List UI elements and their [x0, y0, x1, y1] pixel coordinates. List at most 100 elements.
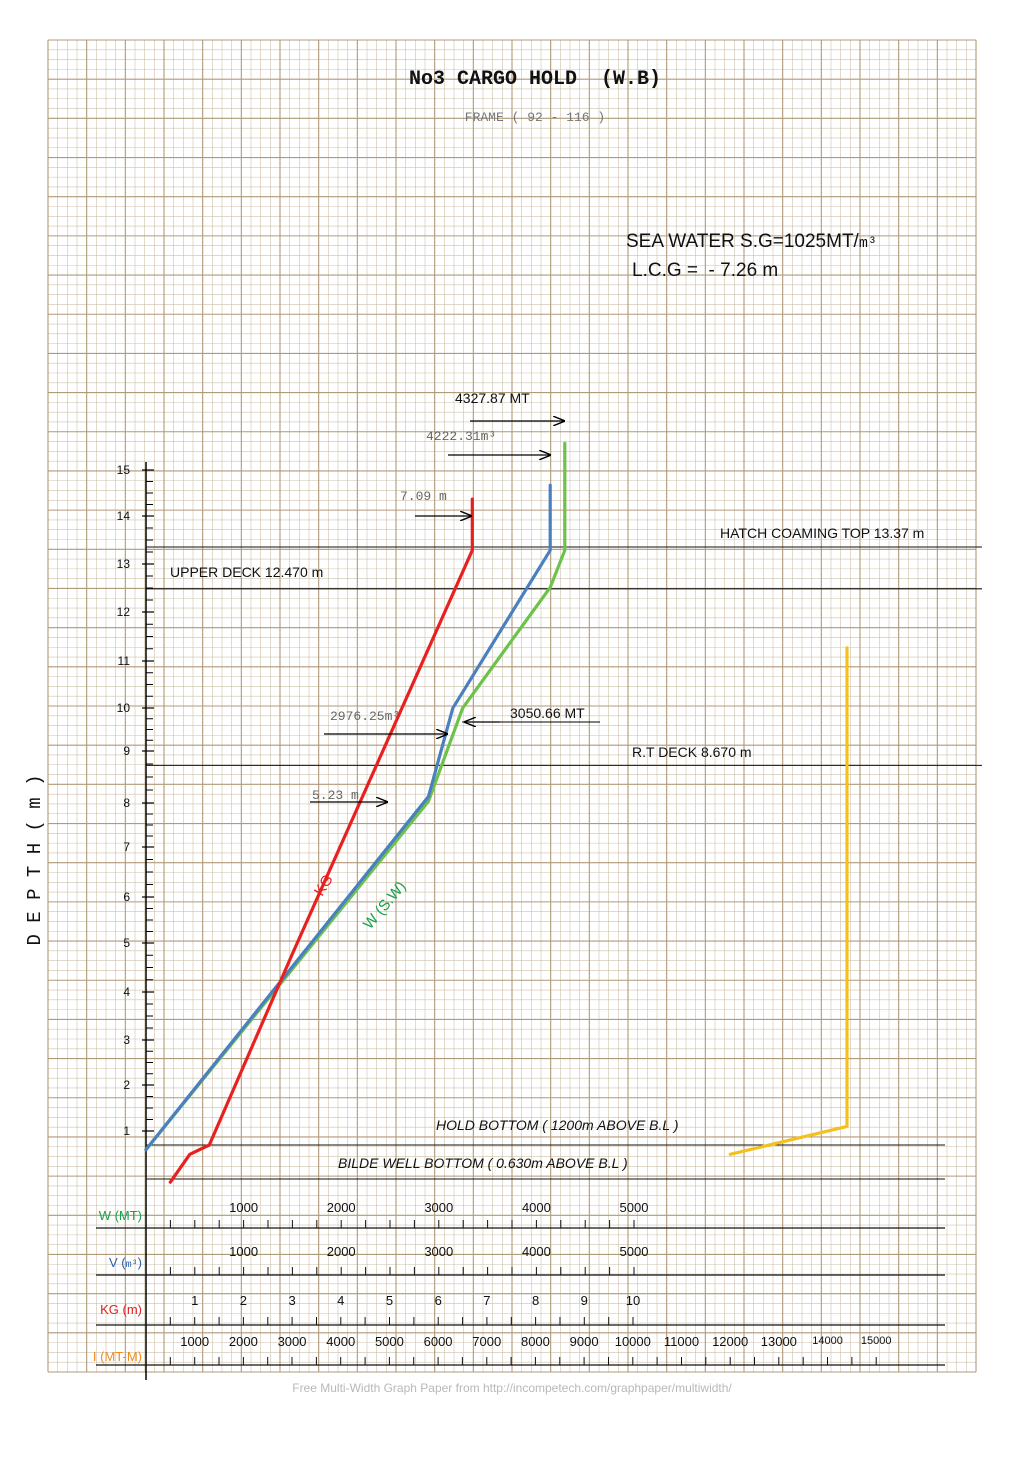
ref-line-2-label: R.T DECK 8.670 m — [632, 744, 752, 760]
scale-i-tick-13000: 13000 — [761, 1334, 797, 1349]
scale-i-tick-11000: 11000 — [664, 1334, 699, 1349]
scale-v-tick-4000: 4000 — [522, 1244, 551, 1259]
scale-w-label: W (MT) — [99, 1208, 142, 1223]
y-tick-label-9: 9 — [123, 744, 130, 758]
ref-line-1-label: UPPER DECK 12.470 m — [170, 564, 323, 580]
ref-line-0-label: HATCH COAMING TOP 13.37 m — [720, 525, 924, 541]
annotation-w-rt-text: 3050.66 MT — [510, 705, 585, 721]
scale-v-tick-2000: 2000 — [327, 1244, 356, 1259]
annotation-kg-max: 7.09 m — [400, 489, 471, 516]
scale-v-tick-3000: 3000 — [424, 1244, 453, 1259]
scale-v-label-close: ) — [138, 1255, 142, 1270]
y-tick-label-14: 14 — [117, 509, 131, 523]
scale-v-label-unit: m³ — [126, 1260, 138, 1271]
scale-kg-tick-9: 9 — [581, 1293, 588, 1308]
y-tick-label-10: 10 — [117, 701, 131, 715]
y-tick-label-2: 2 — [123, 1078, 130, 1092]
y-tick-label-7: 7 — [123, 840, 130, 854]
annotation-v-max: 4222.31m³ — [426, 429, 550, 455]
y-tick-label-13: 13 — [117, 557, 131, 571]
scale-i-tick-5000: 5000 — [375, 1334, 404, 1349]
series-line-i — [728, 646, 849, 1156]
scale-i-tick-6000: 6000 — [424, 1334, 453, 1349]
scale-w-tick-4000: 4000 — [522, 1200, 551, 1215]
chart-title: No3 CARGO HOLD (W.B) — [409, 68, 661, 91]
y-tick-label-12: 12 — [117, 605, 131, 619]
y-tick-label-8: 8 — [123, 796, 130, 810]
scale-rows: W (MT) 1000 2000 3000 4000 5000 V (m³) 1000 2000… — [93, 1200, 945, 1366]
scale-i-tick-2000: 2000 — [229, 1334, 258, 1349]
scale-w-tick-5000: 5000 — [620, 1200, 649, 1215]
series-line-v — [144, 483, 552, 1152]
scale-kg-label: KG (m) — [100, 1302, 142, 1317]
scale-i-tick-7000: 7000 — [472, 1334, 501, 1349]
scale-kg-ticks — [169, 1317, 634, 1325]
y-tick-label-15: 15 — [117, 463, 131, 477]
scale-i-label: I (MT-M) — [93, 1349, 142, 1364]
scale-kg-tick-8: 8 — [532, 1293, 539, 1308]
scale-kg-tick-2: 2 — [240, 1293, 247, 1308]
annotation-kg-max-text: 7.09 m — [400, 489, 447, 504]
series-lines — [144, 441, 849, 1184]
scale-w-tick-3000: 3000 — [424, 1200, 453, 1215]
scale-kg-tick-6: 6 — [435, 1293, 442, 1308]
scale-kg-label-text: KG (m) — [100, 1302, 142, 1317]
scale-i-tick-1000: 1000 — [180, 1334, 209, 1349]
scale-i-tick-14000: 14000 — [812, 1335, 843, 1347]
y-tick-label-5: 5 — [123, 936, 130, 950]
scale-v-tick-5000: 5000 — [620, 1244, 649, 1259]
annotation-w-max-text: 4327.87 MT — [455, 390, 530, 406]
scale-kg-tick-7: 7 — [483, 1293, 490, 1308]
scale-i-label-text: I (MT-M) — [93, 1349, 142, 1364]
scale-i-tick-8000: 8000 — [521, 1334, 550, 1349]
scale-i-tick-10000: 10000 — [615, 1334, 651, 1349]
scale-kg-tick-4: 4 — [337, 1293, 344, 1308]
y-tick-label-1: 1 — [123, 1124, 130, 1138]
y-tick-label-4: 4 — [123, 985, 130, 999]
series-line-kg — [168, 497, 474, 1184]
scale-kg-tick-3: 3 — [288, 1293, 295, 1308]
annotation-v-rt: 2976.25m³ — [324, 709, 447, 734]
graph-paper-grid — [47, 39, 977, 1373]
annotation-kg-rt: 5.23 m — [310, 788, 387, 803]
annotation-v-max-text: 4222.31m³ — [426, 429, 496, 444]
ref-line-3-label: HOLD BOTTOM ( 1200m ABOVE B.L ) — [436, 1117, 678, 1133]
scale-v-label-text: V ( — [109, 1255, 126, 1270]
scale-kg-tick-1: 1 — [191, 1293, 198, 1308]
scale-i-tick-3000: 3000 — [278, 1334, 307, 1349]
scale-i-tick-12000: 12000 — [712, 1334, 748, 1349]
scale-v-label: V (m³) — [109, 1255, 142, 1271]
depth-axis-minor-ticks — [146, 481, 153, 1120]
chart-subtitle: FRAME ( 92 - 116 ) — [465, 110, 605, 125]
scale-w-tick-1000: 1000 — [229, 1200, 258, 1215]
scale-w-label-text: W (MT) — [99, 1208, 142, 1223]
y-tick-label-6: 6 — [123, 890, 130, 904]
grid-major-lines — [47, 39, 977, 1373]
annotation-v-rt-text: 2976.25m³ — [330, 709, 400, 724]
y-axis-label: D E P T H ( m ) — [24, 774, 46, 945]
scale-w-ticks — [169, 1220, 635, 1228]
scale-kg-tick-5: 5 — [386, 1293, 393, 1308]
sea-water-sg-text: SEA WATER S.G=1025MT/ — [626, 231, 860, 252]
scale-i-ticks — [169, 1357, 877, 1365]
scale-i-tick-4000: 4000 — [326, 1334, 355, 1349]
y-tick-label-11: 11 — [118, 654, 131, 668]
scale-i-tick-15000: 15000 — [861, 1335, 892, 1347]
scale-v-ticks — [169, 1267, 635, 1275]
footer-credit: Free Multi-Width Graph Paper from http:/… — [292, 1381, 732, 1395]
sea-water-sg-label: SEA WATER S.G=1025MT/m³ — [626, 231, 877, 252]
annotations: 4327.87 MT 4222.31m³ 7.09 m 3050.66 MT 2… — [310, 390, 600, 803]
reference-lines: HATCH COAMING TOP 13.37 m UPPER DECK 12.4… — [146, 525, 982, 1180]
scale-kg-tick-10: 10 — [626, 1293, 640, 1308]
scale-i-tick-9000: 9000 — [570, 1334, 599, 1349]
annotation-w-rt: 3050.66 MT — [462, 705, 600, 722]
annotation-kg-rt-text: 5.23 m — [312, 788, 359, 803]
annotation-w-max: 4327.87 MT — [455, 390, 564, 421]
ref-line-4-label: BILDE WELL BOTTOM ( 0.630m ABOVE B.L ) — [338, 1155, 628, 1171]
lcg-label: L.C.G = - 7.26 m — [632, 260, 778, 281]
scale-w-tick-2000: 2000 — [327, 1200, 356, 1215]
sea-water-sg-unit: m³ — [859, 235, 877, 252]
series-line-w — [144, 441, 567, 1152]
